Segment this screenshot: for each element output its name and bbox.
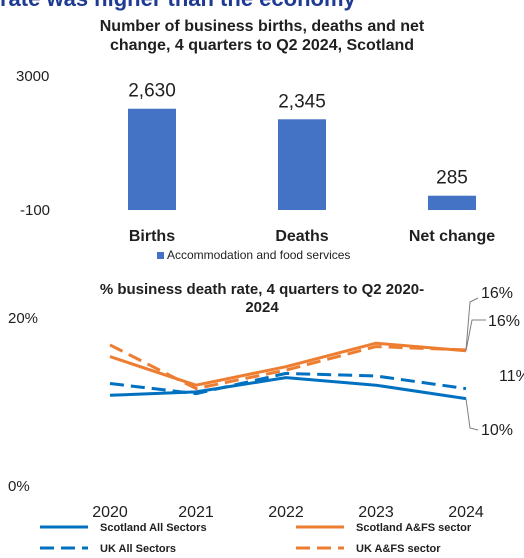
end-label-leader [465, 297, 479, 350]
page-heading: rate was higher than the economy [0, 0, 356, 12]
line-legend-label: Scotland A&FS sector [356, 522, 472, 534]
series-end-label: 10% [481, 422, 513, 439]
bar-chart-title-line2: change, 4 quarters to Q2 2024, Scotland [109, 37, 415, 54]
series-line-scotland-all-sectors [109, 376, 467, 401]
series-line-uk-all-sectors [109, 371, 467, 396]
line-legend-label: UK A&FS sector [356, 543, 441, 555]
bar-category-label: Deaths [275, 228, 328, 245]
line-legend-label: Scotland All Sectors [100, 522, 207, 534]
bar-chart: 3000 -100 2,630 Births 2,345 Deaths 285 Net cha… [16, 68, 495, 262]
line-xtick-label: 2024 [448, 504, 484, 521]
line-chart-title: % business death rate, 4 quarters to Q2 … [0, 281, 524, 317]
end-label-leader [465, 319, 486, 351]
line-xtick-label: 2022 [268, 504, 304, 521]
line-xtick-label: 2020 [92, 504, 128, 521]
line-chart-title-line1: % business death rate, 4 quarters to Q2 … [99, 281, 425, 298]
bar-data-label: 285 [436, 168, 468, 189]
bar-ytick-max: 3000 [16, 68, 49, 85]
line-xtick-label: 2021 [178, 504, 214, 521]
end-label-leader [465, 398, 479, 431]
line-ytick-max: 20% [8, 310, 38, 327]
bar-category-label: Net change [409, 228, 495, 245]
bar-net-change [428, 195, 476, 210]
bar-deaths [278, 119, 326, 210]
line-chart-title-line2: 2024 [245, 299, 279, 316]
bar-ytick-min: -100 [20, 202, 50, 219]
bar-chart-title-line1: Number of business births, deaths and ne… [99, 18, 425, 35]
bar-legend-label: Accommodation and food services [167, 248, 350, 262]
line-xtick-label: 2023 [358, 504, 394, 521]
line-ytick-min: 0% [8, 478, 30, 495]
bar-category-label: Births [129, 228, 175, 245]
bar-legend-swatch [157, 252, 164, 259]
series-end-label: 16% [481, 285, 513, 302]
series-end-label: 16% [488, 313, 520, 330]
line-legend-label: UK All Sectors [100, 543, 176, 555]
bar-births [128, 108, 176, 210]
series-line-uk-a-fs-sector [109, 343, 467, 391]
bar-data-label: 2,345 [278, 91, 326, 112]
series-end-label: 11% [499, 368, 524, 385]
bar-data-label: 2,630 [128, 81, 176, 102]
bar-chart-title: Number of business births, deaths and ne… [0, 17, 524, 55]
